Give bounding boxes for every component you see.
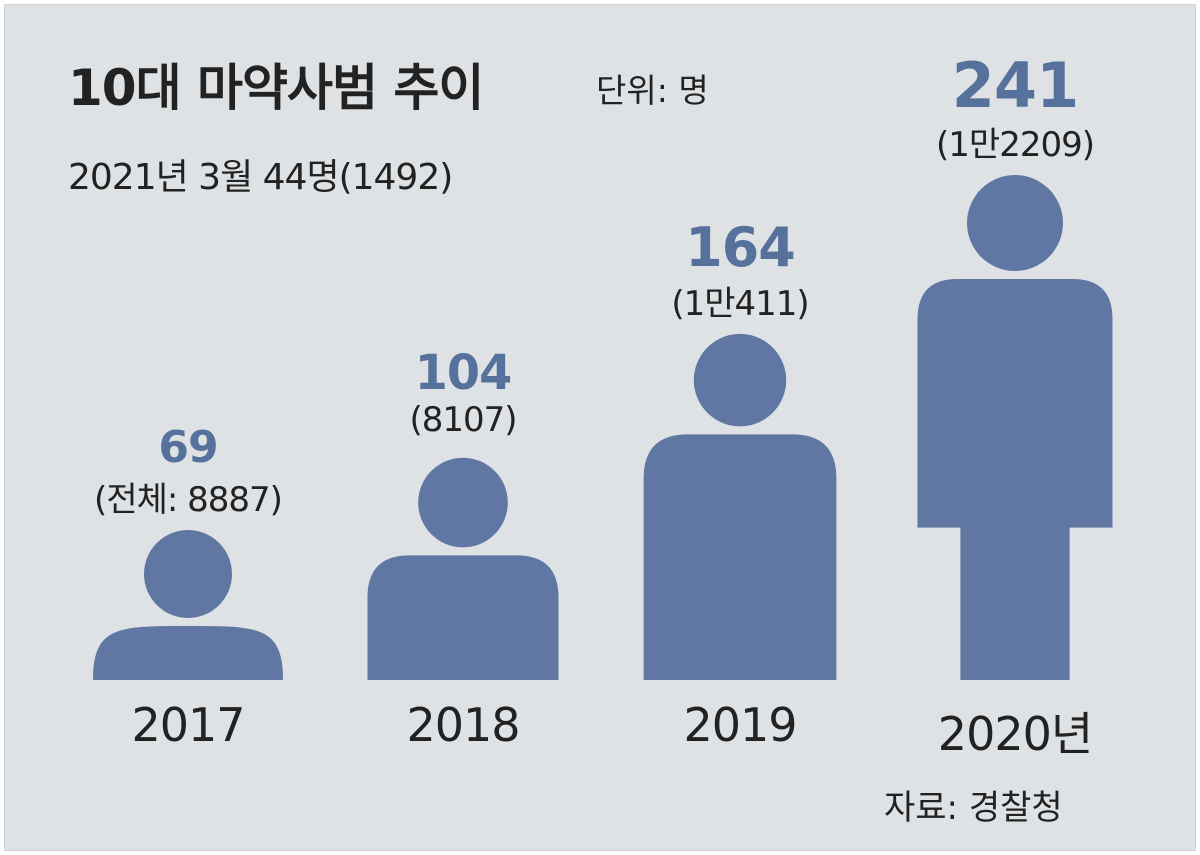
chart-title: 10대 마약사범 추이 <box>68 59 484 117</box>
figure-body-2 <box>643 434 837 680</box>
category-label-3: 2020년 <box>937 707 1093 761</box>
person-figure-0 <box>93 530 283 680</box>
chart-subtitle: 2021년 3월 44명(1492) <box>68 157 453 198</box>
person-figure-3 <box>917 175 1113 680</box>
value-label-3: 241 <box>951 49 1079 122</box>
figure-head-3 <box>967 175 1063 271</box>
figure-body-3 <box>917 279 1113 680</box>
category-label-1: 2018 <box>406 698 520 752</box>
total-label-1: (8107) <box>409 399 517 440</box>
unit-label: 단위: 명 <box>596 71 709 110</box>
figure-body-0 <box>93 626 283 680</box>
source-label: 자료: 경찰청 <box>884 788 1063 828</box>
category-label-2: 2019 <box>683 698 797 752</box>
person-figure-2 <box>643 333 837 680</box>
total-label-3: (1만2209) <box>936 125 1095 165</box>
value-label-0: 69 <box>158 422 218 473</box>
value-label-2: 164 <box>685 215 796 279</box>
figure-head-1 <box>418 457 508 548</box>
value-label-1: 104 <box>414 346 512 402</box>
figure-head-2 <box>693 333 787 427</box>
category-label-0: 2017 <box>131 698 245 752</box>
person-figure-1 <box>367 457 559 680</box>
total-label-2: (1만411) <box>671 283 809 324</box>
figure-head-0 <box>144 530 232 618</box>
total-label-0: (전체: 8887) <box>94 480 283 520</box>
figure-body-1 <box>367 555 559 680</box>
